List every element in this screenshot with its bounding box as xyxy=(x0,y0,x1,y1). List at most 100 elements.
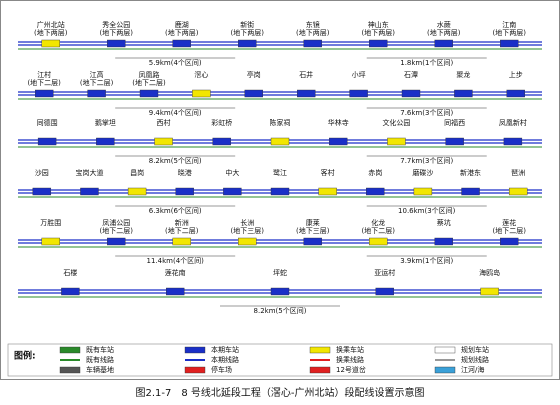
station-name: 陈家祠 xyxy=(270,118,291,127)
station-name: 秀全公园 xyxy=(102,20,130,29)
station xyxy=(434,237,453,246)
station-name: 化龙 xyxy=(371,218,385,227)
station-level: (地下两层) xyxy=(231,28,265,37)
station xyxy=(480,287,499,296)
station-name: 莲花南 xyxy=(165,268,186,277)
station xyxy=(238,39,257,48)
station-name: 亚运村 xyxy=(374,268,395,277)
distance-label: 8.2km(5个区间) xyxy=(149,157,202,165)
station xyxy=(303,39,322,48)
station-level: (地下三层) xyxy=(296,226,330,235)
station-name: 上步 xyxy=(509,70,523,79)
legend-label: 既有线路 xyxy=(86,355,114,364)
station xyxy=(165,287,185,296)
station xyxy=(434,39,453,48)
station xyxy=(318,187,337,196)
station xyxy=(303,237,322,246)
station-name: 沙园 xyxy=(35,169,49,177)
station-name: 中大 xyxy=(225,168,239,177)
station xyxy=(270,287,290,296)
station-name: 宝岗大道 xyxy=(75,168,103,177)
station xyxy=(41,237,60,246)
distance-label: 5.9km(4个区间) xyxy=(149,59,202,67)
station xyxy=(172,39,191,48)
station-level: (地下两层) xyxy=(165,28,199,37)
station-name: 广州北站 xyxy=(37,20,65,29)
station-name: 水蕨 xyxy=(437,20,451,29)
station-level: (地下二层) xyxy=(165,226,199,235)
station-level: (地下二层) xyxy=(493,226,527,235)
station-level: (地下两层) xyxy=(362,28,396,37)
station xyxy=(297,89,316,98)
station xyxy=(503,137,523,146)
station xyxy=(375,287,394,296)
distance-label: 11.4km(4个区间) xyxy=(147,257,205,265)
station-name: 昌岗 xyxy=(130,169,144,177)
legend-label: 换乘线路 xyxy=(336,355,364,364)
station-name: 凤凰路 xyxy=(139,70,160,79)
station xyxy=(80,187,99,196)
station-name: 亭岗 xyxy=(247,70,261,79)
station-level: (地下两层) xyxy=(493,28,527,37)
station xyxy=(369,237,388,246)
station-name: 华林寺 xyxy=(328,118,349,127)
station xyxy=(35,89,54,98)
distance-label: 9.4km(4个区间) xyxy=(149,109,202,117)
station xyxy=(445,137,464,146)
legend-title: 图例: xyxy=(14,350,36,362)
legend-swatch xyxy=(309,346,331,354)
legend-swatch xyxy=(434,366,456,374)
station xyxy=(32,187,52,196)
station-name: 石楼 xyxy=(63,268,77,277)
distance-label: 10.6km(3个区间) xyxy=(398,207,456,215)
legend-label: 既有车站 xyxy=(86,345,114,354)
station-name: 凤浦公园 xyxy=(102,218,130,227)
legend-swatch xyxy=(184,366,206,374)
station xyxy=(61,287,80,296)
station xyxy=(238,237,257,246)
station-name: 琶洲 xyxy=(511,169,525,177)
legend-swatch xyxy=(434,346,456,354)
station-name: 赤岗 xyxy=(368,169,382,177)
station-level: (地下两层) xyxy=(100,28,134,37)
station-name: 聚龙 xyxy=(456,70,470,79)
station xyxy=(212,137,231,146)
legend-label: 江河/海 xyxy=(461,365,484,374)
distance-label: 7.7km(3个区间) xyxy=(400,157,453,165)
station-name: 新洲 xyxy=(175,218,189,227)
station xyxy=(508,187,528,196)
legend-label: 停车场 xyxy=(211,365,232,374)
station xyxy=(366,187,385,196)
station-name: 东镜 xyxy=(306,20,320,29)
station-level: (地下两层) xyxy=(34,28,68,37)
station-name: 石潭 xyxy=(404,70,418,79)
station-level: (地下三层) xyxy=(231,226,265,235)
station xyxy=(369,39,388,48)
legend-label: 换乘车站 xyxy=(336,345,364,354)
station-name: 长洲 xyxy=(240,218,254,227)
station-name: 鹅掌坦 xyxy=(95,118,116,127)
station-name: 同德围 xyxy=(37,118,58,127)
station-name: 新街 xyxy=(240,20,254,29)
station-name: 神山东 xyxy=(368,20,389,29)
station-name: 新港东 xyxy=(460,168,481,177)
station-name: 磨碟沙 xyxy=(412,168,433,177)
station-name: 同福西 xyxy=(444,118,465,127)
station xyxy=(349,89,368,98)
legend-label: 12号道岔 xyxy=(336,365,366,374)
station xyxy=(139,89,159,98)
station-level: (地下二层) xyxy=(100,226,134,235)
distance-label: 8.2km(5个区间) xyxy=(254,307,307,315)
station-name: 客村 xyxy=(321,168,335,177)
station-level: (地下两层) xyxy=(296,28,330,37)
distance-label: 6.3km(6个区间) xyxy=(149,207,202,215)
station-name: 江高 xyxy=(90,70,104,79)
station-name: 西村 xyxy=(157,118,171,127)
station xyxy=(96,137,115,146)
legend-swatch xyxy=(59,366,81,374)
station-name: 滘心 xyxy=(194,70,208,79)
legend-box xyxy=(7,343,553,377)
station xyxy=(154,137,173,146)
station-name: 石井 xyxy=(299,70,313,79)
